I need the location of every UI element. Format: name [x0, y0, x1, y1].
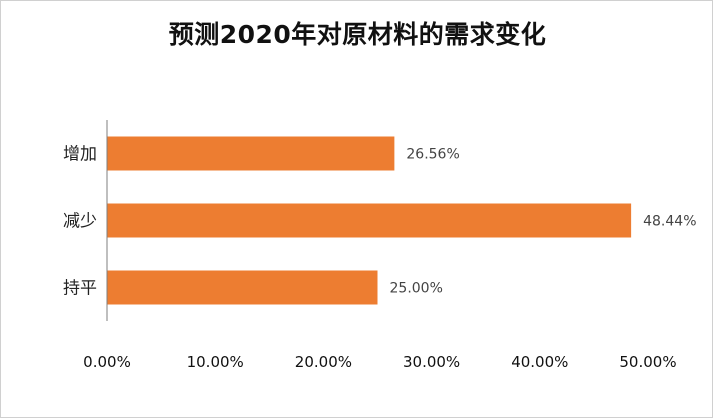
- x-tick-label-5: 40.00%: [511, 353, 568, 371]
- x-tick-label-2: 10.00%: [187, 353, 244, 371]
- bar-3: [107, 270, 378, 305]
- category-label-3: 持平: [63, 279, 97, 299]
- value-label-1: 26.56%: [406, 147, 459, 163]
- x-tick-label-4: 30.00%: [403, 353, 460, 371]
- value-label-2: 48.44%: [643, 214, 696, 230]
- category-label-1: 增加: [63, 145, 97, 165]
- x-axis-ticks: 0.00% 10.00% 20.00% 30.00% 40.00% 50.00%: [83, 353, 676, 371]
- bar-2: [107, 203, 632, 238]
- value-label-3: 25.00%: [390, 281, 443, 297]
- bars-layer: [107, 136, 632, 305]
- x-tick-label-3: 20.00%: [295, 353, 352, 371]
- labels-layer: 增加 26.56% 减少 48.44% 持平 25.00%: [63, 145, 697, 299]
- bar-1: [107, 136, 395, 171]
- chart-title: 预测2020年对原材料的需求变化: [168, 20, 547, 49]
- x-tick-label-6: 50.00%: [619, 353, 676, 371]
- category-label-2: 减少: [63, 212, 97, 232]
- x-tick-label-1: 0.00%: [83, 353, 131, 371]
